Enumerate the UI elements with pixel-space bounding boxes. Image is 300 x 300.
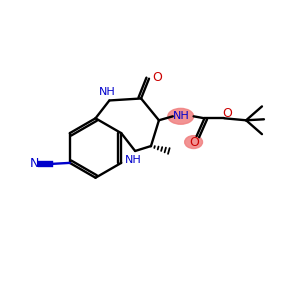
Text: N: N — [29, 158, 39, 170]
Ellipse shape — [168, 108, 194, 124]
Text: NH: NH — [173, 111, 190, 121]
Text: NH: NH — [99, 86, 116, 97]
Text: NH: NH — [125, 155, 142, 165]
Text: O: O — [190, 136, 200, 148]
Ellipse shape — [185, 136, 203, 148]
Text: O: O — [152, 71, 162, 84]
Text: O: O — [222, 107, 232, 120]
